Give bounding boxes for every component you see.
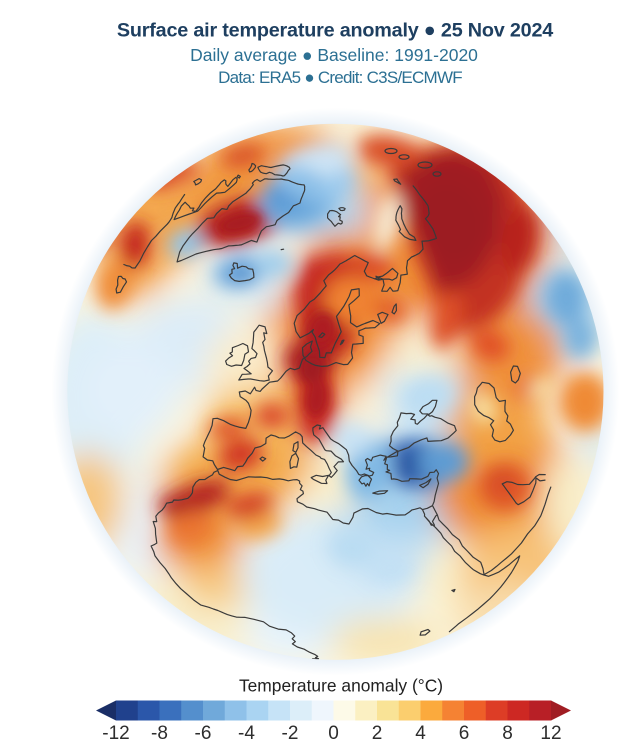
svg-text:Temperature anomaly (°C): Temperature anomaly (°C)	[239, 676, 443, 696]
svg-text:4: 4	[415, 723, 426, 744]
svg-text:6: 6	[459, 723, 470, 744]
svg-text:Surface air temperature anomal: Surface air temperature anomaly ● 25 Nov…	[117, 20, 553, 42]
svg-text:12: 12	[540, 723, 561, 744]
svg-text:8: 8	[502, 723, 513, 744]
svg-text:2: 2	[372, 723, 383, 744]
svg-text:0: 0	[328, 723, 339, 744]
svg-text:Data: ERA5 ● Credit: C3S/ECMWF: Data: ERA5 ● Credit: C3S/ECMWF	[218, 68, 462, 87]
svg-text:-12: -12	[102, 723, 129, 744]
svg-text:Daily average ● Baseline: 1991: Daily average ● Baseline: 1991-2020	[190, 45, 478, 65]
svg-text:-4: -4	[238, 723, 255, 744]
svg-text:-2: -2	[282, 723, 299, 744]
svg-text:-8: -8	[151, 723, 168, 744]
svg-text:-6: -6	[195, 723, 212, 744]
